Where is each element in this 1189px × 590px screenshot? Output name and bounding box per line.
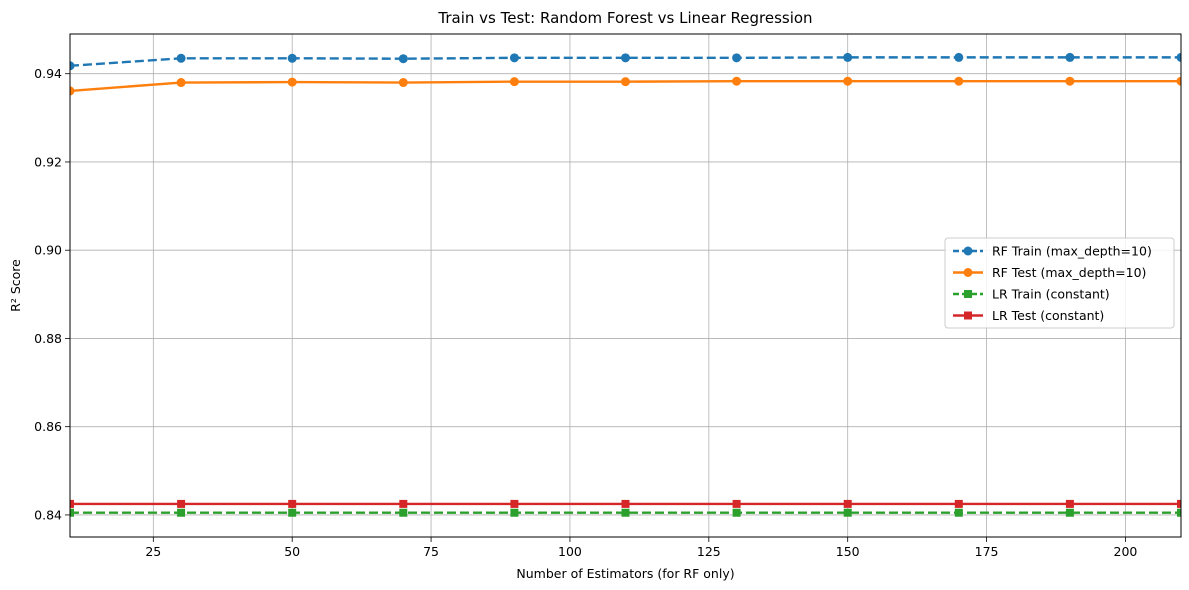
data-point xyxy=(509,53,519,63)
data-point xyxy=(1065,76,1075,86)
x-tick-label: 50 xyxy=(284,544,300,559)
x-tick-label: 125 xyxy=(697,544,721,559)
y-tick-label: 0.90 xyxy=(34,243,62,258)
data-point xyxy=(621,77,630,87)
series-3 xyxy=(70,499,1181,508)
axis-ticks: 25 50 75 100 125 150 175 200 0.84 0.86 0.88 0.90 0.9… xyxy=(34,66,1137,559)
legend-item: LR Train (constant) xyxy=(953,287,1110,302)
series-line xyxy=(70,56,1181,67)
data-point xyxy=(1177,508,1181,517)
data-point xyxy=(399,508,408,517)
legend-item: RF Train (max_depth=10) xyxy=(953,244,1152,259)
plot-series xyxy=(70,52,1181,517)
legend-item: LR Test (constant) xyxy=(953,308,1104,323)
y-tick-label: 0.94 xyxy=(34,66,62,81)
legend-item: RF Test (max_depth=10) xyxy=(953,265,1146,280)
data-point xyxy=(287,77,297,87)
data-point xyxy=(70,86,75,96)
chart-title: Train vs Test: Random Forest vs Linear R… xyxy=(437,9,812,27)
data-point xyxy=(954,52,964,62)
series-2 xyxy=(70,508,1181,517)
data-point xyxy=(399,499,408,508)
data-point xyxy=(70,499,74,508)
data-point xyxy=(954,499,963,508)
series-1 xyxy=(70,76,1181,96)
legend-label: RF Test (max_depth=10) xyxy=(992,265,1146,280)
data-point xyxy=(621,499,630,508)
legend-marker xyxy=(963,268,973,277)
y-tick-label: 0.88 xyxy=(34,331,62,346)
series-0 xyxy=(70,52,1181,71)
legend-label: LR Test (constant) xyxy=(992,308,1104,323)
data-point xyxy=(287,53,297,63)
data-point xyxy=(1065,52,1075,62)
data-point xyxy=(398,54,408,64)
data-point xyxy=(843,508,852,517)
x-axis-label: Number of Estimators (for RF only) xyxy=(516,566,734,581)
data-point xyxy=(843,52,853,62)
data-point xyxy=(621,508,630,517)
data-point xyxy=(1177,499,1181,508)
x-tick-label: 100 xyxy=(558,544,582,559)
plot-frame xyxy=(69,33,1182,538)
data-point xyxy=(398,78,408,88)
legend: RF Train (max_depth=10) RF Test (max_dept… xyxy=(944,237,1175,329)
data-point xyxy=(288,499,297,508)
legend-label: LR Train (constant) xyxy=(992,287,1110,302)
data-point xyxy=(954,76,964,86)
data-point xyxy=(732,76,742,86)
x-tick-label: 200 xyxy=(1114,544,1138,559)
data-point xyxy=(176,78,186,88)
x-tick-label: 25 xyxy=(145,544,161,559)
data-point xyxy=(1065,508,1074,517)
data-point xyxy=(70,508,74,517)
data-point xyxy=(954,508,963,517)
legend-marker xyxy=(964,311,972,320)
data-point xyxy=(1176,76,1181,86)
y-tick-label: 0.86 xyxy=(34,419,62,434)
data-point xyxy=(510,508,519,517)
data-point xyxy=(1065,499,1074,508)
data-point xyxy=(176,53,186,63)
data-point xyxy=(732,499,741,508)
x-tick-label: 175 xyxy=(975,544,999,559)
data-point xyxy=(177,499,186,508)
data-point xyxy=(621,53,630,63)
data-point xyxy=(288,508,297,517)
grid xyxy=(70,34,1181,537)
x-tick-label: 75 xyxy=(423,544,439,559)
data-point xyxy=(843,76,853,86)
legend-marker xyxy=(964,290,972,298)
data-point xyxy=(732,53,742,63)
data-point xyxy=(509,77,519,87)
data-point xyxy=(510,499,519,508)
legend-label: RF Train (max_depth=10) xyxy=(992,244,1152,259)
y-axis-label: R² Score xyxy=(8,259,23,312)
x-tick-label: 150 xyxy=(836,544,860,559)
data-point xyxy=(177,508,186,517)
data-point xyxy=(843,499,852,508)
legend-marker xyxy=(963,246,973,256)
data-point xyxy=(732,508,741,517)
y-tick-label: 0.84 xyxy=(34,507,62,522)
data-point xyxy=(70,61,75,71)
data-point xyxy=(1176,52,1181,62)
y-tick-label: 0.92 xyxy=(34,154,62,169)
legend-box xyxy=(944,237,1175,329)
